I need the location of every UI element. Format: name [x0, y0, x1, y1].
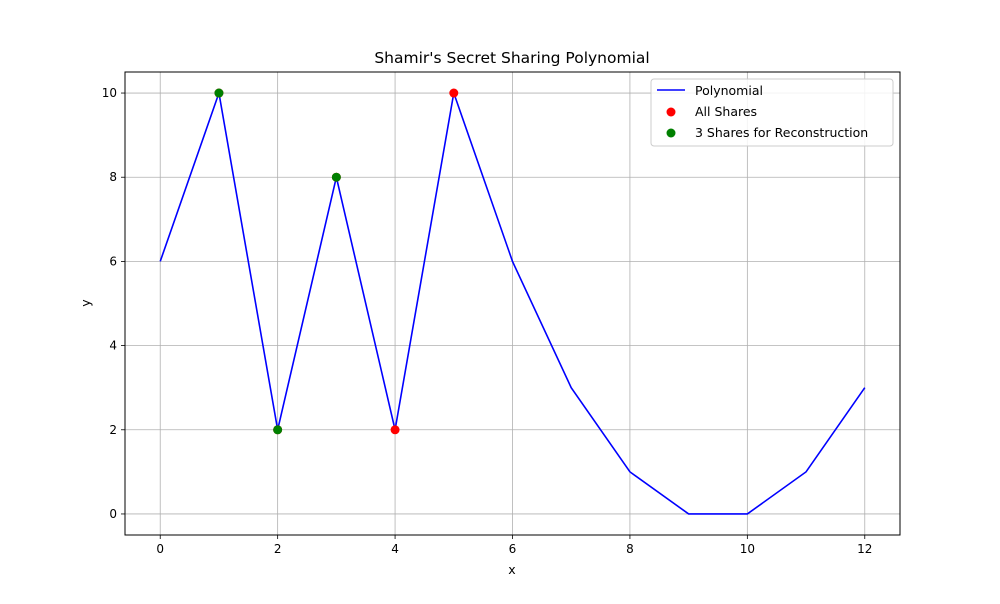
y-tick-label: 0 — [109, 507, 117, 521]
x-axis-label: x — [508, 562, 515, 577]
y-tick-label: 6 — [109, 254, 117, 268]
x-tick-label: 0 — [156, 542, 164, 556]
y-tick-label: 2 — [109, 423, 117, 437]
legend-label-polynomial: Polynomial — [695, 83, 763, 98]
share-point-1 — [390, 425, 400, 435]
x-tick-label: 6 — [509, 542, 517, 556]
legend-box — [650, 78, 894, 147]
y-tick-label: 8 — [109, 170, 117, 184]
x-tick-label: 4 — [391, 542, 399, 556]
legend-label-3-shares: 3 Shares for Reconstruction — [695, 125, 868, 140]
tick-layer: 0 2 4 6 8 10 12 0 2 4 6 8 10 — [102, 86, 873, 556]
share-point-1 — [449, 88, 459, 98]
chart-title: Shamir's Secret Sharing Polynomial — [374, 49, 649, 67]
y-tick-label: 10 — [102, 86, 117, 100]
legend-swatch-3-shares — [666, 128, 676, 138]
x-tick-label: 10 — [740, 542, 755, 556]
y-axis-label: y — [78, 299, 93, 307]
x-tick-label: 12 — [857, 542, 872, 556]
x-tick-label: 8 — [626, 542, 634, 556]
legend-swatch-all-shares — [666, 107, 676, 117]
share-point-2 — [331, 172, 341, 182]
share-point-2 — [214, 88, 224, 98]
share-point-2 — [273, 425, 283, 435]
series-layer — [159, 88, 866, 515]
y-tick-label: 4 — [109, 339, 117, 353]
x-tick-label: 2 — [274, 542, 282, 556]
legend-label-all-shares: All Shares — [695, 104, 757, 119]
legend: Polynomial All Shares 3 Shares for Recon… — [650, 78, 894, 147]
